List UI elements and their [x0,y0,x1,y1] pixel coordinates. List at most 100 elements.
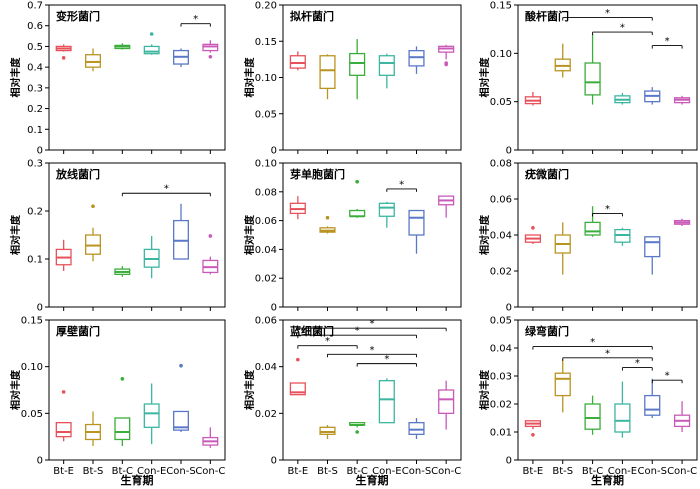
significance-bracket: * [562,348,653,361]
box-Bt-S [319,215,336,234]
box-Con-E [614,92,631,105]
y-axis-label: 相对丰度 [478,369,491,410]
outlier-point [61,390,66,394]
box-Con-C [202,234,219,275]
significance-label: * [193,14,198,25]
significance-label: * [590,337,595,348]
box-iqr [143,45,160,55]
y-tick-label: 0.7 [27,1,43,12]
significance-label: * [399,179,404,190]
box-iqr [173,410,189,431]
y-tick-label: 0.2 [27,207,43,218]
y-tick-label: 0 [271,456,277,467]
y-tick-label: 0.06 [255,216,277,227]
box-Con-E [378,53,395,89]
significance-bracket: * [180,14,211,27]
box-Con-S [173,48,189,68]
outlier-point [91,204,95,208]
x-tick-label: Con-C [431,466,461,477]
y-tick-label: 0.02 [490,267,512,278]
panel-title: 蓝细菌门 [290,324,334,338]
box-iqr [319,55,336,90]
box-iqr [289,55,306,69]
box-Bt-S [85,204,101,262]
box-Con-C [438,380,455,430]
y-tick-label: 0.04 [490,344,512,355]
y-tick-label: 0.2 [27,104,43,115]
y-tick-label: 0.01 [490,428,512,439]
x-tick-label: Con-S [166,466,195,477]
box-Bt-E [55,44,72,60]
plot-frame [48,4,226,151]
plot-frame [282,4,462,151]
box-Con-E [378,201,395,228]
y-axis-label: 相对丰度 [9,369,22,410]
significance-bracket: * [297,326,417,339]
significance-label: * [164,184,169,195]
panel-title: 变形菌门 [56,9,100,23]
y-tick-label: 0 [506,146,512,157]
box-Bt-E [289,196,306,220]
x-tick-label: Con-E [137,466,166,477]
box-Bt-C [584,395,601,435]
box-Bt-C [114,377,131,446]
box-iqr [644,236,661,258]
significance-bracket: * [121,184,211,197]
box-iqr [614,403,631,433]
y-axis-label: 相对丰度 [478,57,491,98]
y-tick-label: 0.04 [490,231,512,242]
y-tick-label: 0 [37,146,43,157]
panel-8: 0 0.02 0.04 0.06 Bt-E Bt-S Bt-C Con-E Con-S Con-C… [243,316,462,487]
y-tick-label: 0.10 [21,362,43,373]
box-Con-C [673,401,691,432]
box-iqr [408,209,425,236]
box-iqr [114,417,131,441]
significance-label: * [665,36,670,47]
panel-title: 放线菌门 [55,167,100,181]
box-Con-S [408,46,425,74]
plot-frame [48,319,226,461]
box-iqr [202,43,219,52]
box-Bt-C [114,43,131,50]
significance-label: * [605,8,610,19]
x-tick-label: Bt-E [53,466,74,477]
outlier-point [325,215,330,220]
significance-label: * [384,354,389,365]
outlier-point [355,179,359,184]
y-tick-label: 0 [271,303,277,314]
y-axis-label: 相对丰度 [243,57,256,98]
significance-label: * [325,336,330,347]
box-Con-S [173,363,189,432]
y-tick-label: 0.15 [21,316,43,327]
box-iqr [289,382,306,396]
plot-frame [282,162,462,308]
panel-title: 绿弯菌门 [525,324,569,338]
outlier-point [179,363,183,368]
y-tick-label: 0.05 [490,316,512,327]
x-tick-label: Con-E [608,466,637,477]
significance-bracket: * [297,319,447,332]
box-Con-C [438,195,455,218]
significance-label: * [370,345,375,356]
y-tick-label: 0.5 [27,42,43,53]
significance-bracket: * [327,345,417,358]
x-tick-label: Con-E [372,466,401,477]
x-tick-label: Bt-S [552,466,573,477]
y-tick-label: 0 [37,303,43,314]
y-axis-label: 相对丰度 [243,369,256,410]
significance-label: * [605,348,610,359]
box-Bt-E [289,357,306,396]
panel-title: 酸杆菌门 [525,9,569,23]
box-iqr [319,426,336,435]
box-iqr [143,403,160,428]
box-Bt-S [319,54,336,100]
panel-7: 0 0.05 0.10 0.15 Bt-E Bt-S Bt-C Con-E Con-S Con-C… [9,316,226,487]
significance-bracket: * [621,358,653,371]
y-tick-label: 0.04 [255,245,277,256]
significance-bracket: * [532,337,653,350]
y-tick-label: 0.15 [255,37,277,48]
box-iqr [408,50,425,67]
box-Con-S [408,418,425,439]
